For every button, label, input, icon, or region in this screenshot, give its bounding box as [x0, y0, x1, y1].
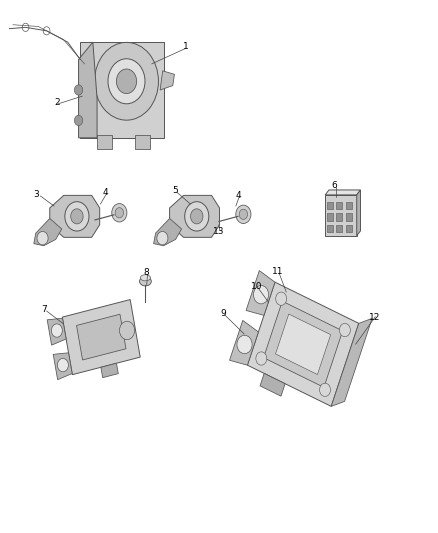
- Polygon shape: [247, 282, 359, 406]
- Polygon shape: [50, 196, 100, 237]
- Polygon shape: [325, 190, 360, 195]
- Circle shape: [65, 201, 89, 231]
- Polygon shape: [160, 71, 174, 90]
- Text: 7: 7: [42, 305, 47, 314]
- Bar: [336, 225, 343, 232]
- Polygon shape: [154, 219, 182, 246]
- Polygon shape: [357, 190, 360, 236]
- Circle shape: [276, 292, 286, 305]
- Circle shape: [120, 321, 134, 340]
- Circle shape: [185, 201, 209, 231]
- Bar: [346, 213, 352, 221]
- Polygon shape: [246, 271, 275, 316]
- Circle shape: [115, 208, 124, 218]
- Bar: [325, 195, 357, 236]
- Circle shape: [117, 69, 137, 94]
- Bar: [327, 225, 333, 232]
- Circle shape: [339, 324, 350, 337]
- Polygon shape: [101, 364, 118, 378]
- Circle shape: [236, 205, 251, 223]
- Polygon shape: [264, 301, 343, 387]
- Text: 1: 1: [183, 42, 188, 51]
- Circle shape: [157, 231, 168, 245]
- Ellipse shape: [140, 277, 151, 286]
- Bar: [327, 213, 333, 221]
- Circle shape: [108, 59, 145, 104]
- Circle shape: [239, 209, 247, 220]
- Polygon shape: [331, 318, 372, 406]
- Polygon shape: [170, 196, 219, 237]
- Ellipse shape: [140, 274, 151, 281]
- Circle shape: [191, 209, 203, 224]
- Text: 11: 11: [272, 267, 284, 276]
- Text: 4: 4: [235, 191, 241, 200]
- FancyBboxPatch shape: [80, 42, 164, 138]
- Bar: [327, 202, 333, 209]
- Text: 12: 12: [369, 313, 380, 322]
- Polygon shape: [260, 374, 285, 396]
- Text: 9: 9: [220, 309, 226, 318]
- Text: 10: 10: [251, 282, 263, 292]
- Polygon shape: [53, 353, 72, 379]
- Circle shape: [256, 352, 267, 365]
- Text: 13: 13: [213, 227, 225, 236]
- Circle shape: [112, 204, 127, 222]
- Polygon shape: [77, 314, 126, 360]
- Circle shape: [320, 383, 331, 397]
- Polygon shape: [78, 42, 97, 138]
- Circle shape: [51, 324, 62, 337]
- Bar: [135, 135, 150, 149]
- Polygon shape: [276, 314, 331, 375]
- Text: 5: 5: [172, 186, 178, 195]
- Bar: [346, 202, 352, 209]
- Circle shape: [254, 286, 268, 304]
- Text: 4: 4: [102, 188, 108, 197]
- Polygon shape: [47, 318, 66, 345]
- Bar: [336, 213, 343, 221]
- Circle shape: [95, 43, 159, 120]
- Circle shape: [237, 335, 252, 354]
- Circle shape: [57, 358, 68, 372]
- Circle shape: [74, 115, 83, 126]
- Circle shape: [74, 85, 83, 95]
- Text: 6: 6: [332, 181, 338, 190]
- Bar: [97, 135, 112, 149]
- Text: 2: 2: [54, 98, 60, 107]
- Bar: [346, 225, 352, 232]
- Circle shape: [71, 209, 83, 224]
- Circle shape: [37, 231, 48, 245]
- Text: 8: 8: [144, 268, 149, 277]
- Polygon shape: [230, 320, 258, 365]
- Text: 3: 3: [33, 190, 39, 199]
- Polygon shape: [62, 300, 140, 375]
- Polygon shape: [34, 219, 62, 246]
- Bar: [336, 202, 343, 209]
